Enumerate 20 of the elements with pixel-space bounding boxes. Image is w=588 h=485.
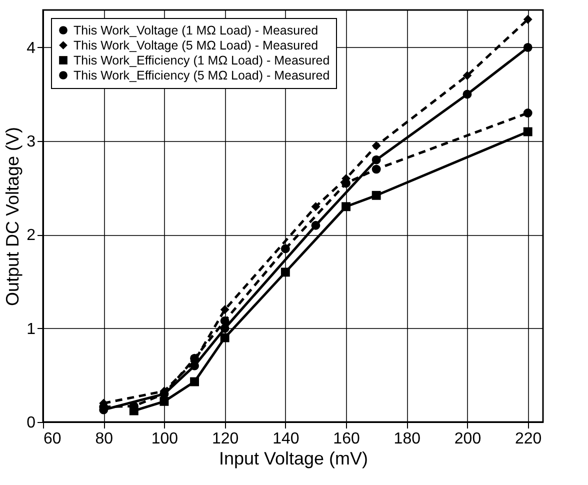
x-tick-label: 80 — [95, 430, 114, 448]
y-axis-title: Output DC Voltage (V) — [2, 126, 23, 306]
x-tick-label: 220 — [514, 430, 542, 448]
x-tick-label: 60 — [44, 430, 62, 448]
x-tick-label: 120 — [212, 430, 239, 448]
y-tick-label: 2 — [26, 227, 36, 244]
y-tick-label: 1 — [26, 320, 36, 338]
y-tick-label: 4 — [26, 40, 36, 57]
x-axis-title: Input Voltage (mV) — [218, 448, 368, 468]
x-tick-label: 160 — [333, 430, 360, 448]
legend-label: This Work_Voltage (5 MΩ Load) - Measured — [74, 38, 318, 52]
legend-label: This Work_Voltage (1 MΩ Load) - Measured — [74, 23, 318, 38]
legend-label: This Work_Efficiency (5 MΩ Load) - Measured — [74, 68, 330, 82]
x-tick-label: 180 — [394, 430, 421, 448]
y-tick-label: 0 — [26, 414, 36, 432]
x-tick-label: 140 — [272, 430, 300, 448]
x-tick-label: 200 — [454, 430, 482, 448]
y-tick-label: 3 — [26, 134, 36, 151]
legend-label: This Work_Efficiency (1 MΩ Load) - Measured — [74, 53, 330, 68]
x-tick-label: 100 — [151, 430, 178, 448]
